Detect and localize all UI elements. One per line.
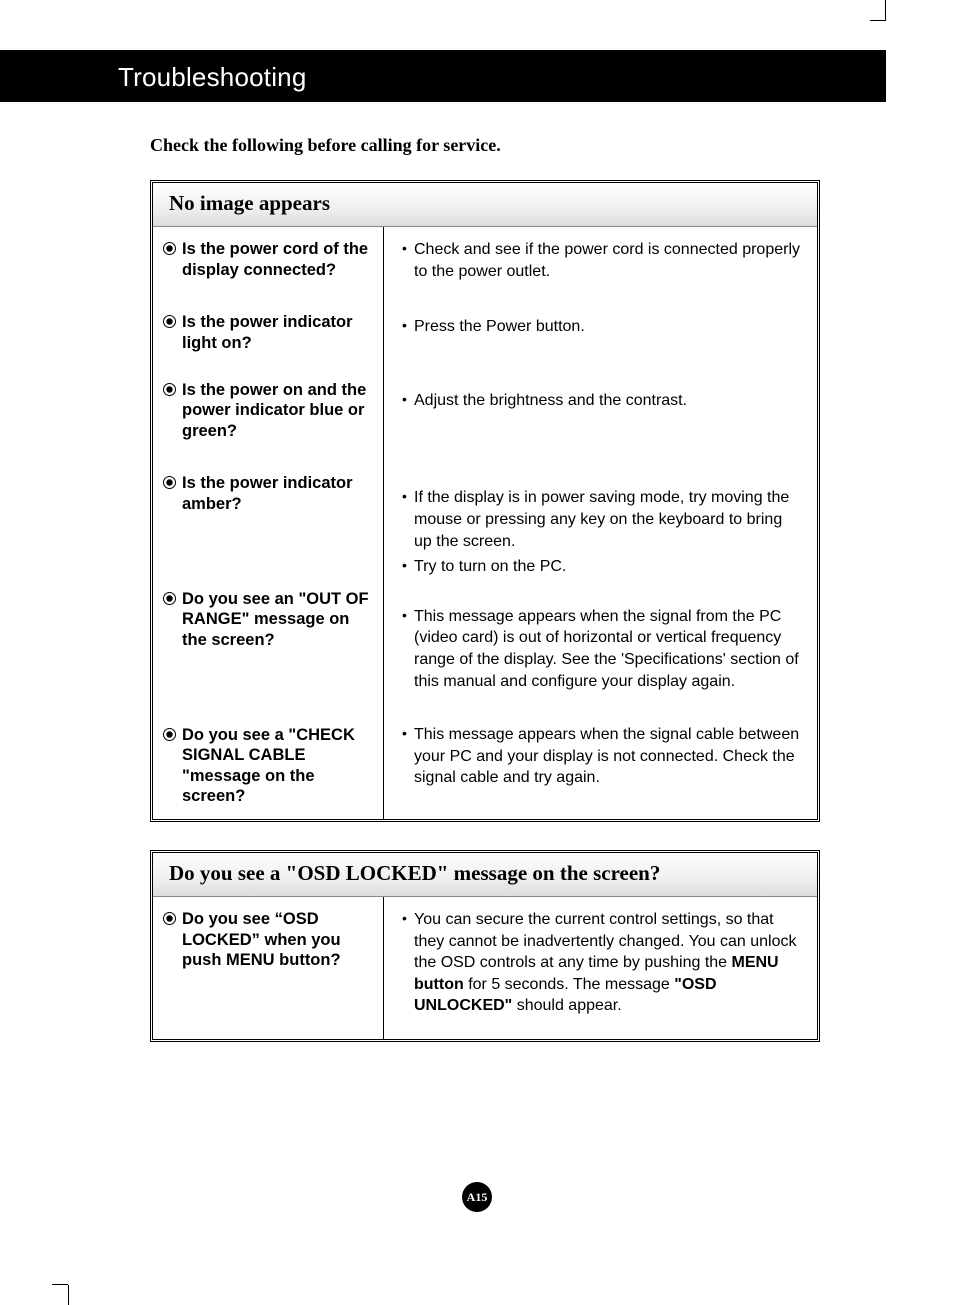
page-number: A15 [467,1190,488,1205]
question-item: Is the power indicator amber? [163,473,377,514]
manual-page: Troubleshooting Check the following befo… [0,0,954,1305]
answer-item: Check and see if the power cord is conne… [402,239,803,282]
spacer [402,696,803,724]
question-text: Do you see “OSD LOCKED” when you push ME… [182,909,377,971]
answer-bullet: This message appears when the signal cab… [402,724,803,789]
spacer [163,280,377,312]
spacer [163,515,377,589]
bullet-icon [163,383,176,396]
box-body: Is the power cord of the display connect… [153,227,817,819]
crop-mark-bottom-vertical [68,1285,69,1305]
question-item: Do you see a "CHECK SIGNAL CABLE "messag… [163,725,377,808]
question-text: Do you see a "CHECK SIGNAL CABLE "messag… [182,725,377,808]
answer-bullet: Check and see if the power cord is conne… [402,239,803,282]
bullet-icon [163,912,176,925]
answer-item: This message appears when the signal fro… [402,606,803,692]
answer-column: You can secure the current control setti… [384,897,817,1039]
bullet-icon [163,592,176,605]
question-text: Is the power on and the power indicator … [182,380,377,442]
intro-text: Check the following before calling for s… [150,135,820,156]
box-header: Do you see a "OSD LOCKED" message on the… [153,853,817,897]
bullet-icon [163,315,176,328]
spacer [402,286,803,316]
question-column: Do you see “OSD LOCKED” when you push ME… [153,897,384,1039]
section-title: Troubleshooting [118,62,307,93]
question-text: Is the power indicator light on? [182,312,377,353]
question-item: Is the power on and the power indicator … [163,380,377,442]
spacer [402,415,803,487]
answer-column: Check and see if the power cord is conne… [384,227,817,819]
question-text: Is the power indicator amber? [182,473,377,514]
page-number-badge: A15 [462,1182,492,1212]
bullet-icon [163,476,176,489]
answer-bullet: This message appears when the signal fro… [402,606,803,692]
answer-item: You can secure the current control setti… [402,909,803,1017]
answer-bullet: Adjust the brightness and the contrast. [402,390,803,412]
question-item: Do you see an "OUT OF RANGE" message on … [163,589,377,651]
answer-item: Adjust the brightness and the contrast. [402,390,803,412]
troubleshooting-box-osd-locked: Do you see a "OSD LOCKED" message on the… [150,850,820,1042]
answer-item: This message appears when the signal cab… [402,724,803,789]
answer-bullet: If the display is in power saving mode, … [402,487,803,552]
bullet-icon [163,728,176,741]
section-header-band: Troubleshooting [0,50,886,102]
answer-bullet: You can secure the current control setti… [402,909,803,1017]
crop-mark-bottom-horizontal [52,1284,68,1285]
question-column: Is the power cord of the display connect… [153,227,384,819]
question-item: Is the power indicator light on? [163,312,377,353]
content-area: Check the following before calling for s… [150,135,820,1042]
troubleshooting-box-no-image: No image appears Is the power cord of th… [150,180,820,822]
question-item: Do you see “OSD LOCKED” when you push ME… [163,909,377,971]
box-header: No image appears [153,183,817,227]
answer-bullet: Try to turn on the PC. [402,556,803,578]
spacer [163,354,377,380]
answer-item: Press the Power button. [402,316,803,338]
question-item: Is the power cord of the display connect… [163,239,377,280]
spacer [402,342,803,390]
question-text: Is the power cord of the display connect… [182,239,377,280]
question-text: Do you see an "OUT OF RANGE" message on … [182,589,377,651]
spacer [163,651,377,725]
crop-mark-top-horizontal [870,20,886,21]
crop-mark-top-vertical [885,0,886,20]
spacer [402,582,803,606]
answer-bullet: Press the Power button. [402,316,803,338]
answer-item: If the display is in power saving mode, … [402,487,803,577]
spacer [163,441,377,473]
box-body: Do you see “OSD LOCKED” when you push ME… [153,897,817,1039]
bullet-icon [163,242,176,255]
